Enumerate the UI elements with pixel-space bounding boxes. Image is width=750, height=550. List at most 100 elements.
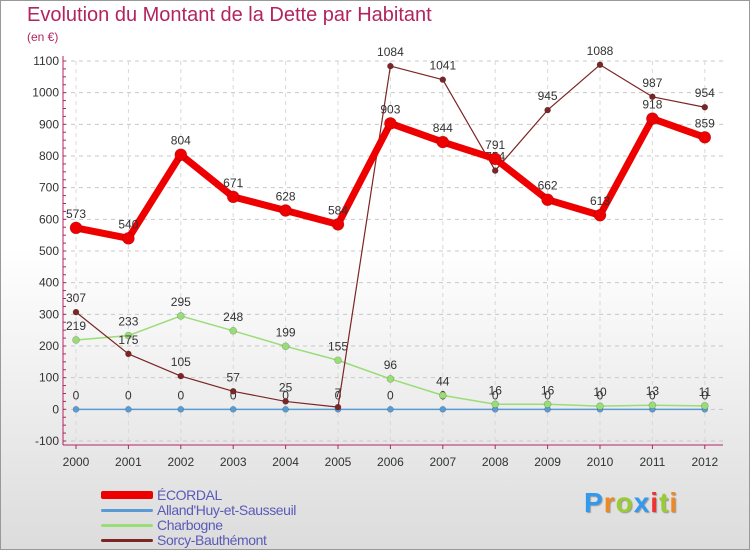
data-label-alland-huy-et-sausseuil: 0 xyxy=(387,388,394,402)
data-point--cordal xyxy=(593,208,607,222)
data-label-charbogne: 248 xyxy=(223,310,243,324)
data-label-sorcy-bauth-mont: 1084 xyxy=(377,45,404,59)
y-tick-label: 0 xyxy=(52,402,59,416)
legend-label: Charbogne xyxy=(157,517,223,533)
data-point-sorcy-bauth-mont xyxy=(491,167,499,174)
data-label-sorcy-bauth-mont: 987 xyxy=(642,76,662,90)
data-point-alland-huy-et-sausseuil xyxy=(229,406,237,413)
data-point-sorcy-bauth-mont xyxy=(72,308,80,316)
data-point--cordal xyxy=(122,232,135,245)
data-point--cordal xyxy=(226,190,240,204)
data-label-alland-huy-et-sausseuil: 0 xyxy=(73,388,80,402)
x-tick-label: 2009 xyxy=(534,455,561,469)
data-label--cordal: 918 xyxy=(642,98,662,112)
data-label--cordal: 791 xyxy=(485,138,505,152)
data-point--cordal xyxy=(384,117,397,130)
data-point--cordal xyxy=(436,135,450,149)
data-point-charbogne xyxy=(124,331,133,340)
data-label--cordal: 628 xyxy=(276,189,296,203)
data-label--cordal: 804 xyxy=(171,134,191,148)
x-tick-label: 2006 xyxy=(377,455,404,469)
data-point-charbogne xyxy=(596,402,604,410)
data-label-alland-huy-et-sausseuil: 0 xyxy=(701,388,708,402)
data-label-alland-huy-et-sausseuil: 0 xyxy=(177,388,184,402)
data-point-sorcy-bauth-mont xyxy=(439,76,447,83)
data-label-sorcy-bauth-mont: 1088 xyxy=(587,44,614,58)
logo-letter: x xyxy=(633,487,651,518)
data-point--cordal xyxy=(698,131,712,144)
data-label--cordal: 671 xyxy=(223,176,243,190)
y-tick-label: 700 xyxy=(39,181,59,195)
data-label-alland-huy-et-sausseuil: 0 xyxy=(230,388,237,402)
y-tick-label: 500 xyxy=(39,244,59,258)
proxiti-logo: Proxiti xyxy=(584,487,678,519)
data-label--cordal: 903 xyxy=(380,102,400,116)
legend-label: Alland'Huy-et-Sausseuil xyxy=(157,502,296,518)
data-label-charbogne: 295 xyxy=(171,295,191,309)
data-label-alland-huy-et-sausseuil: 0 xyxy=(282,388,289,402)
data-point-charbogne xyxy=(229,326,237,335)
data-point-charbogne xyxy=(700,402,709,410)
y-tick-label: 100 xyxy=(39,371,59,385)
data-point-sorcy-bauth-mont xyxy=(125,350,132,358)
data-label-charbogne: 11 xyxy=(699,385,712,399)
data-label-charbogne: 155 xyxy=(328,339,348,353)
x-tick-label: 2012 xyxy=(691,455,718,469)
legend-swatch-charbogne xyxy=(101,524,153,527)
data-label-sorcy-bauth-mont: 954 xyxy=(695,86,715,100)
data-label-charbogne: 16 xyxy=(489,383,503,397)
data-label--cordal: 540 xyxy=(118,217,138,231)
chart-title: Evolution du Montant de la Dette par Hab… xyxy=(27,4,432,26)
x-tick-label: 2005 xyxy=(325,455,352,469)
data-point-charbogne xyxy=(334,356,342,365)
data-label-alland-huy-et-sausseuil: 0 xyxy=(125,388,132,402)
legend-swatch-sorcy xyxy=(101,539,153,542)
y-tick-label: 600 xyxy=(39,212,59,226)
data-point-charbogne xyxy=(491,400,500,409)
data-point--cordal xyxy=(331,218,345,231)
data-point--cordal xyxy=(174,148,188,162)
data-point-sorcy-bauth-mont xyxy=(649,93,656,101)
legend-swatch-alland-huy xyxy=(101,509,153,512)
x-tick-label: 2000 xyxy=(63,455,90,469)
data-point-charbogne xyxy=(543,400,552,409)
data-label-alland-huy-et-sausseuil: 0 xyxy=(492,388,499,402)
data-label-charbogne: 96 xyxy=(384,358,398,372)
data-point--cordal xyxy=(279,204,292,217)
y-tick-label: 800 xyxy=(39,149,59,163)
data-label-charbogne: 13 xyxy=(646,384,660,398)
data-label-charbogne: 10 xyxy=(593,385,607,399)
y-tick-label: 900 xyxy=(39,117,59,131)
data-point-charbogne xyxy=(72,336,80,344)
data-label-charbogne: 16 xyxy=(541,383,555,397)
data-label-sorcy-bauth-mont: 57 xyxy=(227,370,241,384)
data-label-sorcy-bauth-mont: 105 xyxy=(171,355,191,369)
data-label--cordal: 573 xyxy=(66,207,86,221)
data-point-charbogne xyxy=(438,391,447,400)
y-tick-label: 1100 xyxy=(33,54,59,68)
x-tick-label: 2002 xyxy=(167,455,194,469)
data-point-charbogne xyxy=(177,312,185,320)
data-label-charbogne: 44 xyxy=(436,374,450,388)
legend-label: Sorcy-Bauthémont xyxy=(157,532,267,548)
data-label-charbogne: 199 xyxy=(276,325,296,339)
data-point--cordal xyxy=(646,112,659,125)
data-label-sorcy-bauth-mont: 175 xyxy=(118,333,138,347)
data-point-sorcy-bauth-mont xyxy=(544,106,551,114)
logo-letter: o xyxy=(615,487,634,518)
data-point--cordal xyxy=(541,193,554,206)
x-tick-label: 2008 xyxy=(482,455,509,469)
logo-letter: r xyxy=(603,487,616,518)
data-point-alland-huy-et-sausseuil xyxy=(125,406,132,413)
data-label-sorcy-bauth-mont: 945 xyxy=(538,89,558,103)
y-tick-label: 300 xyxy=(39,307,59,321)
legend-label: ÉCORDAL xyxy=(157,487,222,503)
data-point-charbogne xyxy=(281,342,290,351)
data-label-alland-huy-et-sausseuil: 0 xyxy=(597,388,604,402)
data-label-charbogne: 233 xyxy=(118,315,138,329)
data-point--cordal xyxy=(488,152,502,166)
data-label-charbogne: 219 xyxy=(66,319,86,333)
logo-letter: t xyxy=(659,487,670,518)
data-point-sorcy-bauth-mont xyxy=(701,103,709,111)
